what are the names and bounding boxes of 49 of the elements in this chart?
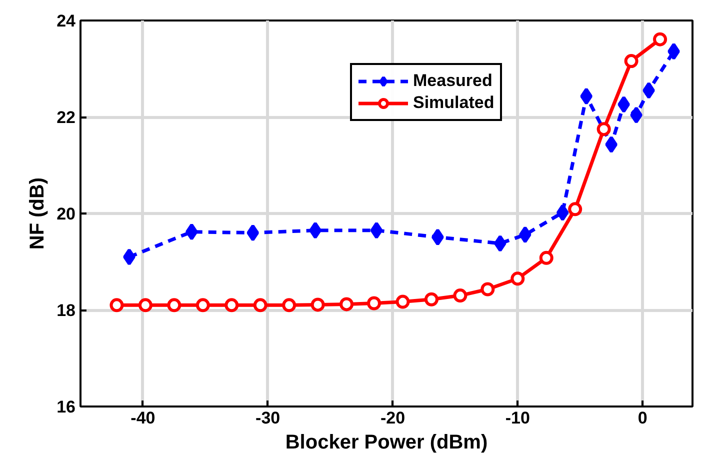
x-tick-label: 0 — [638, 408, 648, 428]
point — [185, 223, 198, 240]
point — [580, 88, 593, 105]
point — [653, 32, 668, 46]
point — [494, 234, 506, 252]
x-tick-label: -40 — [130, 408, 156, 428]
point — [424, 292, 438, 306]
legend-label: Measured — [413, 71, 492, 91]
x-axis-title: Blocker Power (dBm) — [285, 432, 488, 454]
point — [196, 298, 210, 312]
point — [630, 106, 642, 124]
point — [642, 82, 655, 99]
point — [246, 224, 260, 242]
point — [605, 136, 618, 154]
y-tick-label: 24 — [56, 12, 76, 30]
point — [367, 296, 382, 310]
point — [510, 272, 525, 286]
y-tick-label: 18 — [56, 301, 76, 320]
point — [518, 226, 532, 244]
point — [432, 228, 444, 246]
x-tick-label: -10 — [505, 408, 530, 428]
point — [596, 122, 611, 136]
point — [310, 298, 325, 312]
point — [123, 248, 136, 266]
x-tick-label: -20 — [380, 408, 406, 428]
y-tick-label: 16 — [56, 398, 76, 416]
point — [480, 282, 495, 296]
y-axis-title: NF (dB) — [26, 177, 49, 250]
point — [668, 42, 680, 60]
point — [309, 222, 322, 239]
point — [138, 298, 152, 312]
point — [167, 298, 182, 312]
point — [340, 297, 354, 312]
point — [539, 250, 554, 265]
point — [556, 204, 569, 222]
x-tick-label: -30 — [256, 408, 280, 428]
point — [568, 202, 582, 216]
point — [282, 298, 296, 312]
point — [618, 96, 630, 113]
point — [624, 54, 638, 68]
point — [370, 222, 383, 239]
y-tick-label: 20 — [56, 204, 76, 224]
point — [453, 288, 468, 303]
point — [396, 294, 410, 309]
point — [224, 298, 239, 312]
y-tick-label: 22 — [56, 108, 76, 127]
legend-label: Simulated — [413, 93, 494, 113]
point — [253, 298, 268, 312]
point — [110, 298, 124, 312]
